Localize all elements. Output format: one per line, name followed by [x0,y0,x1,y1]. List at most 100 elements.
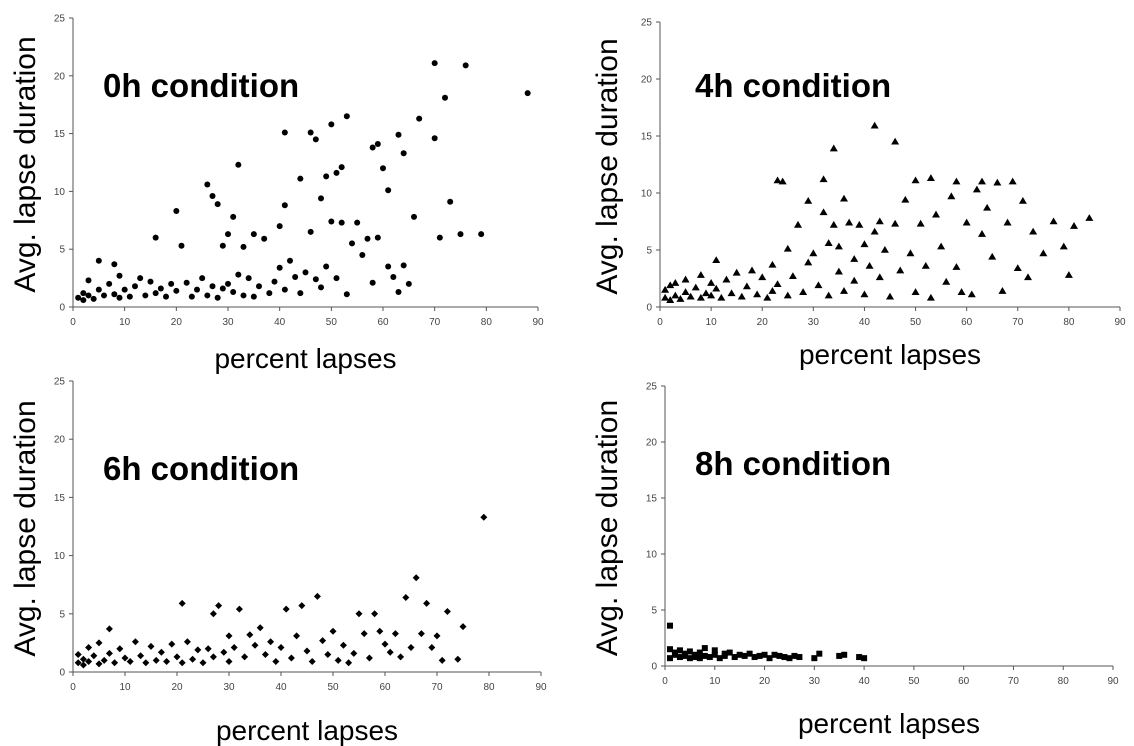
y-tick-label: 5 [59,245,65,256]
data-point [676,647,683,654]
data-point [666,296,675,303]
panel-4h: 0 5 10 15 20 25 0 10 20 30 40 50 60 70 80 90 4h conditio… [591,18,1126,371]
data-point [369,279,376,286]
data-point [771,651,778,658]
data-point [1003,218,1012,226]
data-point [1039,249,1048,257]
data-point [189,655,197,663]
data-point [722,275,731,283]
data-point [126,658,134,666]
data-point [829,144,838,152]
data-point [431,135,438,142]
data-point [748,266,756,274]
data-point [701,645,708,652]
data-point [716,655,723,662]
x-tick-label: 30 [222,317,234,328]
data-point [850,255,859,262]
data-point [834,242,843,250]
data-point [681,288,690,295]
x-tick-label: 60 [377,317,389,328]
x-tick-label: 90 [1107,676,1119,687]
data-point [302,269,309,276]
data-point [407,644,415,652]
data-point [183,279,190,286]
data-point [763,293,772,301]
data-point [671,279,680,286]
data-point [686,292,695,300]
data-point [773,280,782,287]
data-point [402,594,410,602]
data-point [251,641,259,649]
data-point [400,262,407,269]
data-point [90,295,97,302]
data-point [204,645,212,653]
y-axis-label: Avg. lapse duration [591,38,624,294]
data-point [183,638,191,646]
data-point [282,605,290,613]
data-point [194,286,200,293]
data-point [142,659,150,667]
data-point [443,607,451,615]
data-point [436,234,443,241]
data-point [428,644,436,652]
x-tick-label: 10 [706,317,718,328]
data-point [478,231,485,238]
data-point [178,659,186,667]
data-point [364,235,371,242]
data-point [246,631,254,639]
data-point [277,644,285,652]
data-point [106,280,113,287]
y-tick-label: 5 [651,606,657,617]
data-point [100,656,108,664]
y-tick-label: 0 [59,303,65,314]
data-point [292,273,299,280]
data-point [131,638,139,646]
data-point [1024,273,1032,281]
data-point [276,223,283,230]
data-point [786,655,793,662]
x-tick-label: 70 [1012,317,1024,328]
data-point [796,654,803,661]
data-point [137,275,144,282]
data-point [666,646,673,653]
data-point [194,646,202,654]
data-point [412,574,420,582]
data-point [932,210,940,218]
data-point [230,213,237,220]
data-point [230,288,237,295]
data-point [312,136,319,143]
x-tick-label: 10 [119,682,131,693]
x-tick-label: 50 [326,317,338,328]
x-tick-label: 80 [483,682,495,693]
data-point [90,652,98,660]
x-tick-label: 90 [1114,317,1126,328]
data-point [811,655,818,662]
x-tick-label: 40 [859,317,871,328]
data-point [240,243,247,250]
data-point [79,661,87,669]
panel-0h: 0 5 10 15 20 25 0 10 20 30 40 50 60 70 80 90 0h conditio… [9,14,544,375]
data-point [333,275,340,282]
y-tick-label: 10 [646,550,658,561]
data-point [855,220,864,228]
data-point [338,219,345,226]
data-point [74,659,82,667]
data-point [350,649,358,657]
data-point [390,273,397,280]
data-point [732,268,741,276]
data-points [75,60,531,304]
data-point [95,257,102,264]
y-tick-label: 10 [54,551,66,562]
x-tick-label: 80 [1058,676,1070,687]
data-point [329,627,337,635]
data-point [952,263,961,270]
data-point [240,292,247,299]
x-tick-label: 20 [757,317,769,328]
data-point [307,129,314,136]
data-point [209,653,217,661]
data-point [204,292,211,299]
y-tick-label: 15 [646,494,658,505]
x-tick-label: 50 [908,676,920,687]
data-point [318,195,324,202]
data-point [297,290,304,297]
